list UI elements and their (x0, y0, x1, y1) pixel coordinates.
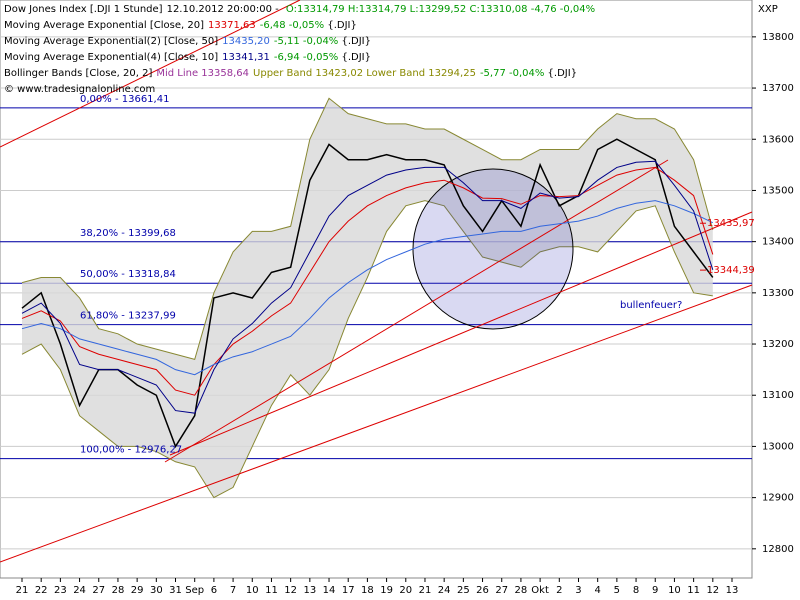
x-tick-label: Sep (185, 585, 204, 596)
legend-part: Upper Band 13423,02 Lower Band 13294,25 (253, 68, 476, 79)
x-tick-label: 23 (54, 585, 67, 596)
legend-part: {.DJI} (324, 20, 357, 31)
level-label: 38,20% - 13399,68 (80, 228, 176, 239)
y-tick-label: 13700 (762, 83, 794, 94)
ma-line (21, 160, 714, 414)
corner-label: XXP (758, 4, 778, 15)
legend-part: {.DJI} (338, 36, 371, 47)
x-tick-label: 24 (73, 585, 86, 596)
x-tick-label: 12 (706, 585, 719, 596)
legend-part: 13371,63 (208, 20, 256, 31)
x-tick-label: 28 (112, 585, 125, 596)
legend-part: -6,94 -0,05% (274, 52, 338, 63)
legend-entry: Moving Average Exponential(4) [Close, 10… (4, 52, 371, 63)
x-tick-label: 27 (92, 585, 105, 596)
legend-entry: Moving Average Exponential(2) [Close, 50… (4, 36, 371, 47)
legend-entry: Bollinger Bands [Close, 20, 2] Mid Line 1… (4, 68, 577, 79)
x-tick-label: 4 (594, 585, 600, 596)
x-tick-label: Okt (531, 585, 549, 596)
x-tick-label: 11 (265, 585, 278, 596)
legend-part: {.DJI} (544, 68, 577, 79)
band-lower (21, 200, 713, 499)
legend-part: Moving Average Exponential(2) [Close, 50… (4, 36, 218, 47)
y-tick-label: 13500 (762, 185, 794, 196)
x-tick-label: 12 (284, 585, 297, 596)
x-tick-label: 14 (323, 585, 336, 596)
y-tick-label: 13000 (762, 441, 794, 452)
note: bullenfeuer? (620, 300, 682, 311)
legend-part: O:13314,79 H:13314,79 L:13299,52 C:13310… (286, 4, 595, 15)
x-tick-label: 6 (211, 585, 217, 596)
band-upper (21, 97, 714, 361)
x-tick-label: 26 (476, 585, 489, 596)
x-tick-label: 9 (652, 585, 658, 596)
band-fill (22, 98, 713, 498)
x-tick-label: 7 (230, 585, 236, 596)
x-tick-label: 22 (35, 585, 48, 596)
x-tick-label: 5 (614, 585, 620, 596)
x-tick-label: 27 (495, 585, 508, 596)
ma-line (21, 166, 714, 396)
x-tick-label: 28 (515, 585, 528, 596)
legend-part: 12.10.2012 20:00:00 - (167, 4, 282, 15)
x-tick-label: 13 (726, 585, 739, 596)
x-tick-label: 31 (169, 585, 182, 596)
legend-part: Moving Average Exponential(4) [Close, 10… (4, 52, 218, 63)
x-tick-label: 30 (150, 585, 163, 596)
y-tick-label: 13800 (762, 32, 794, 43)
x-tick-label: 24 (438, 585, 451, 596)
y-tick-label: 13300 (762, 288, 794, 299)
x-tick-label: 10 (246, 585, 259, 596)
legend-entry: Moving Average Exponential [Close, 20] 13… (4, 20, 357, 31)
legend-part: 13435,20 (222, 36, 270, 47)
trend-line (169, 211, 753, 456)
level-label: 0,00% - 13661,41 (80, 94, 169, 105)
level-label: 61,80% - 13237,99 (80, 311, 176, 322)
circle-annotation (412, 168, 574, 330)
x-tick-label: 17 (342, 585, 355, 596)
legend-part: -5,77 -0,04% (480, 68, 544, 79)
price-line (21, 138, 714, 449)
x-tick-label: 25 (457, 585, 470, 596)
y-tick-label: 12900 (762, 493, 794, 504)
legend-part: -5,11 -0,04% (274, 36, 338, 47)
y-tick-label: 13400 (762, 237, 794, 248)
legend-part: Moving Average Exponential [Close, 20] (4, 20, 204, 31)
legend-part: © www.tradesignalonline.com (4, 84, 155, 95)
legend-entry: © www.tradesignalonline.com (4, 84, 155, 95)
legend-part: Bollinger Bands [Close, 20, 2] (4, 68, 152, 79)
y-tick-label: 13200 (762, 339, 794, 350)
price-mark-label: 13344,39 (707, 265, 755, 276)
legend-part: 13341,31 (222, 52, 270, 63)
trend-line (164, 159, 669, 463)
x-tick-label: 2 (556, 585, 562, 596)
x-tick-label: 19 (380, 585, 393, 596)
x-tick-label: 20 (399, 585, 412, 596)
x-tick-label: 10 (668, 585, 681, 596)
plot-area (0, 0, 753, 579)
x-tick-label: 18 (361, 585, 374, 596)
y-tick-label: 12800 (762, 544, 794, 555)
level-label: 50,00% - 13318,84 (80, 269, 176, 280)
x-tick-label: 21 (419, 585, 432, 596)
legend-part: Mid Line 13358,64 (156, 68, 249, 79)
x-tick-label: 21 (16, 585, 29, 596)
legend-entry: Dow Jones Index [.DJI 1 Stunde] 12.10.201… (4, 4, 595, 15)
trend-line (0, 284, 753, 563)
ma-line (21, 200, 714, 376)
x-tick-label: 13 (303, 585, 316, 596)
x-tick-label: 3 (575, 585, 581, 596)
y-tick-label: 13600 (762, 134, 794, 145)
legend-part: -6,48 -0,05% (260, 20, 324, 31)
price-mark-label: 13435,97 (707, 218, 755, 229)
trend-line (0, 0, 301, 148)
legend-part: Dow Jones Index [.DJI 1 Stunde] (4, 4, 163, 15)
level-label: 100,00% - 12976,27 (80, 445, 182, 456)
y-tick-label: 13100 (762, 390, 794, 401)
x-tick-label: 11 (687, 585, 700, 596)
legend-part: {.DJI} (338, 52, 371, 63)
x-tick-label: 8 (633, 585, 639, 596)
x-tick-label: 29 (131, 585, 144, 596)
